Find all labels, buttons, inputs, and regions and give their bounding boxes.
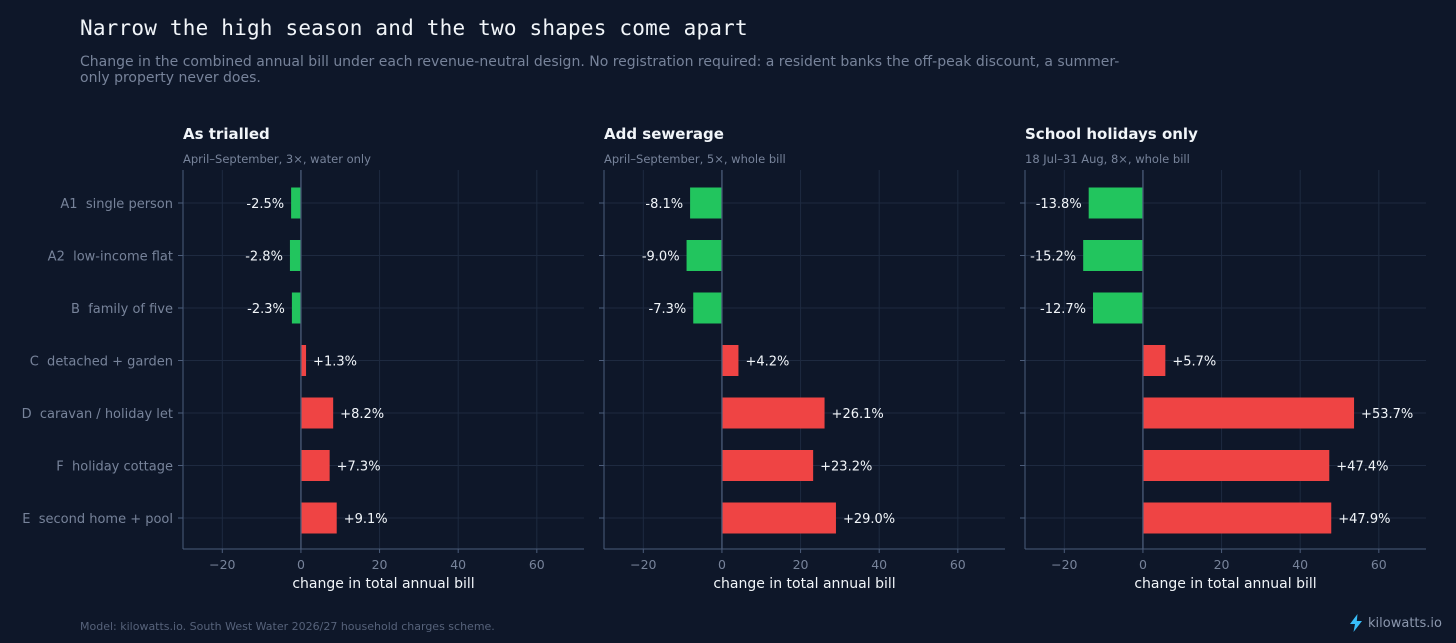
bar xyxy=(1093,292,1143,324)
lightning-bolt-icon xyxy=(1350,614,1363,632)
panel-subtitle: 18 Jul–31 Aug, 8×, whole bill xyxy=(1025,152,1190,166)
data-label: +8.2% xyxy=(340,407,384,422)
bar xyxy=(1083,240,1143,271)
brand[interactable]: kilowatts.io xyxy=(1349,614,1442,632)
x-tick-label: 60 xyxy=(950,557,966,572)
category-label: A1 single person xyxy=(60,197,173,212)
chart-title: Narrow the high season and the two shape… xyxy=(80,16,748,40)
data-label: -8.1% xyxy=(645,197,683,212)
x-axis-label: change in total annual bill xyxy=(292,576,474,592)
bar xyxy=(721,450,814,481)
data-label: +53.7% xyxy=(1361,407,1413,422)
data-label: -13.8% xyxy=(1036,197,1082,212)
data-label: +47.4% xyxy=(1336,460,1388,475)
x-tick-label: 20 xyxy=(793,557,809,572)
bar xyxy=(1142,397,1355,429)
data-label: +1.3% xyxy=(313,355,357,370)
bar xyxy=(300,450,330,481)
data-label: -12.7% xyxy=(1040,302,1086,317)
panel-title: As trialled xyxy=(183,125,270,143)
bar xyxy=(291,187,301,219)
data-label: +4.2% xyxy=(745,355,789,370)
data-label: -2.8% xyxy=(245,250,283,265)
x-tick-label: 20 xyxy=(372,557,388,572)
x-tick-label: 0 xyxy=(718,557,726,572)
x-tick-label: 0 xyxy=(297,557,305,572)
x-axis-label: change in total annual bill xyxy=(1134,576,1316,592)
data-label: +5.7% xyxy=(1172,355,1216,370)
bar xyxy=(721,397,825,429)
x-tick-label: 20 xyxy=(1214,557,1230,572)
bar xyxy=(721,345,739,376)
bar xyxy=(690,187,722,219)
x-axis-label: change in total annual bill xyxy=(713,576,895,592)
x-tick-label: 60 xyxy=(1371,557,1387,572)
panel-subtitle: April–September, 5×, whole bill xyxy=(604,152,786,166)
bar xyxy=(686,240,722,271)
bar xyxy=(1142,502,1332,534)
category-label: C detached + garden xyxy=(30,355,173,370)
bar xyxy=(721,502,836,534)
data-label: -2.3% xyxy=(247,302,285,317)
data-label: -2.5% xyxy=(246,197,284,212)
bar xyxy=(693,292,722,324)
bar xyxy=(300,345,307,376)
x-tick-label: 40 xyxy=(1292,557,1308,572)
panel-title: Add sewerage xyxy=(604,125,724,143)
x-tick-label: 60 xyxy=(529,557,545,572)
bar xyxy=(1142,345,1166,376)
chart-subtitle: Change in the combined annual bill under… xyxy=(80,54,1120,86)
category-label: D caravan / holiday let xyxy=(22,407,173,422)
bar xyxy=(1088,187,1143,219)
data-label: +9.1% xyxy=(344,512,388,527)
category-label: E second home + pool xyxy=(22,512,173,527)
panel-subtitle: April–September, 3×, water only xyxy=(183,152,371,166)
x-tick-label: −20 xyxy=(1051,557,1077,572)
x-tick-label: −20 xyxy=(630,557,656,572)
x-tick-label: 0 xyxy=(1139,557,1147,572)
bar xyxy=(300,397,334,429)
data-label: +23.2% xyxy=(820,460,872,475)
data-label: -9.0% xyxy=(642,250,680,265)
data-label: +47.9% xyxy=(1338,512,1390,527)
bar xyxy=(1142,450,1330,481)
x-tick-label: 40 xyxy=(871,557,887,572)
x-tick-label: 40 xyxy=(450,557,466,572)
category-label: A2 low-income flat xyxy=(48,250,173,265)
panel-title: School holidays only xyxy=(1025,125,1198,143)
bar xyxy=(289,240,301,271)
source-note: Model: kilowatts.io. South West Water 20… xyxy=(80,620,495,633)
category-label: B family of five xyxy=(71,302,173,317)
brand-name: kilowatts.io xyxy=(1368,615,1442,631)
category-label: F holiday cottage xyxy=(56,460,173,475)
data-label: +26.1% xyxy=(832,407,884,422)
data-label: +29.0% xyxy=(843,512,895,527)
data-label: -15.2% xyxy=(1030,250,1076,265)
data-label: +7.3% xyxy=(337,460,381,475)
x-tick-label: −20 xyxy=(209,557,235,572)
bar xyxy=(300,502,337,534)
data-label: -7.3% xyxy=(649,302,687,317)
bar xyxy=(291,292,301,324)
